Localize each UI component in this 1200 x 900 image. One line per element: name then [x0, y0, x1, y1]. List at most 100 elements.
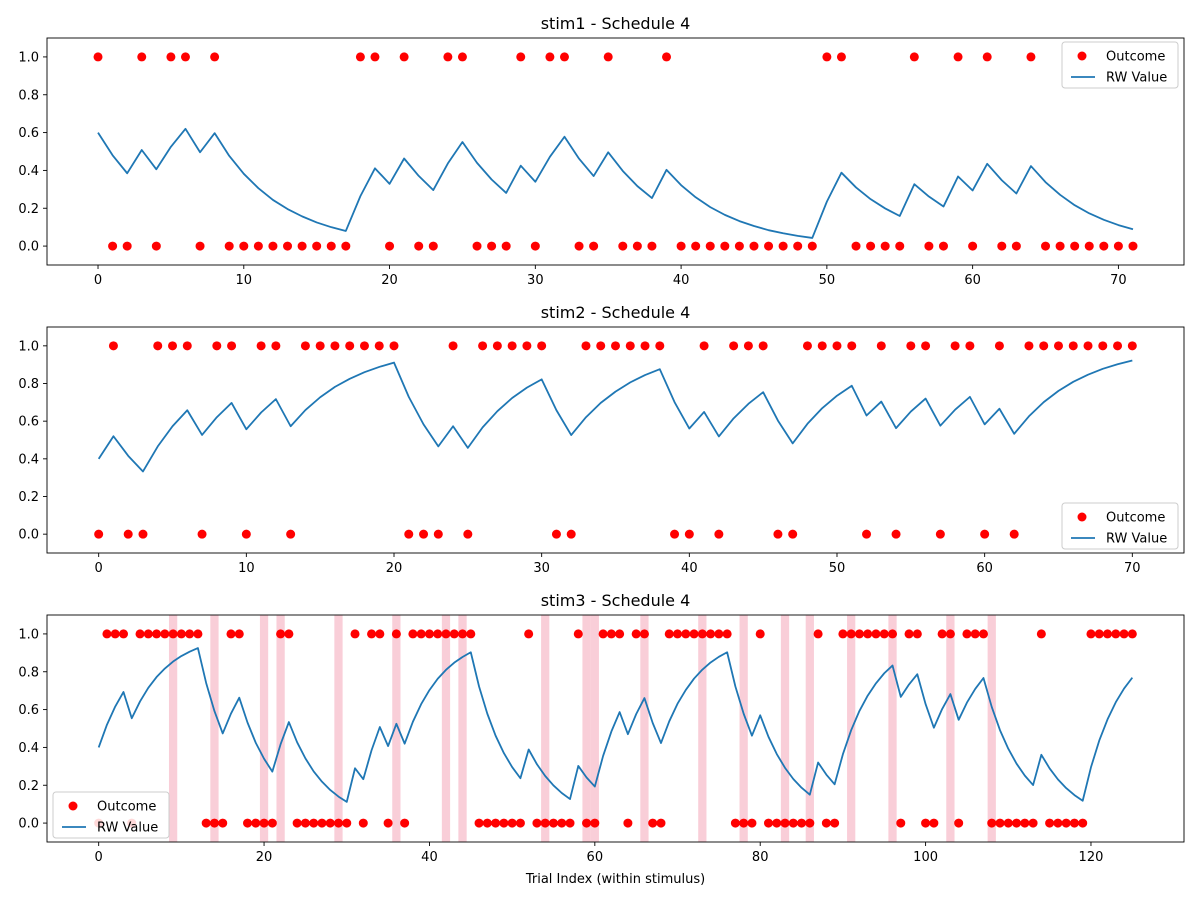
outcome-point [399, 52, 409, 62]
outcome-point [239, 241, 249, 251]
y-tick-label: 1.0 [18, 50, 39, 65]
outcome-point [108, 241, 118, 251]
y-tick-label: 0.0 [18, 240, 39, 255]
outcome-point [118, 629, 128, 639]
outcome-point [603, 52, 613, 62]
y-tick-label: 1.0 [18, 339, 39, 354]
outcome-point [970, 629, 980, 639]
outcome-point [611, 341, 620, 351]
outcome-point [234, 629, 244, 639]
outcome-point [590, 818, 600, 828]
outcome-point [315, 341, 325, 351]
outcome-point [866, 241, 876, 251]
outcome-point [400, 818, 410, 828]
outcome-point [448, 341, 458, 351]
outcome-point [433, 529, 443, 539]
shaded-trial-36 [392, 615, 401, 842]
x-tick-label: 30 [527, 273, 544, 288]
outcome-point [297, 241, 307, 251]
outcome-point [904, 629, 914, 639]
outcome-point [487, 241, 497, 251]
outcome-point [325, 818, 335, 828]
outcome-point [691, 241, 701, 251]
outcome-point [854, 629, 864, 639]
outcome-point [283, 241, 293, 251]
outcome-point [330, 341, 340, 351]
outcome-point [720, 241, 730, 251]
legend-outcome-marker [1077, 512, 1087, 522]
outcome-point [606, 629, 616, 639]
axes-frame [46, 37, 1185, 266]
x-tick-label: 20 [386, 561, 403, 576]
outcome-point [312, 241, 322, 251]
outcome-point [201, 818, 211, 828]
outcome-point [383, 818, 393, 828]
outcome-point [537, 341, 547, 351]
outcome-point [1078, 818, 1088, 828]
legend-rw-label: RW Value [1106, 71, 1167, 86]
outcome-point [108, 341, 118, 351]
outcome-point [648, 818, 658, 828]
outcome-point [1083, 341, 1093, 351]
x-tick-label: 50 [829, 561, 846, 576]
legend-outcome-label: Outcome [1106, 511, 1165, 526]
outcome-point [1036, 629, 1046, 639]
legend: Outcome RW Value [52, 791, 170, 839]
outcome-point [876, 341, 886, 351]
outcome-point [565, 818, 575, 828]
shaded-trial-73 [698, 615, 707, 842]
shaded-trial-86 [805, 615, 814, 842]
x-tick-label: 40 [681, 561, 698, 576]
x-tick-label: 60 [976, 561, 993, 576]
outcome-point [359, 341, 369, 351]
outcome-point [836, 52, 846, 62]
chart-panel-1: 0 10 20 30 40 50 60 70 0.0 0.2 0.4 0.6 0.8 1.0 stim1 -… [18, 14, 1185, 288]
outcome-point [501, 241, 511, 251]
outcome-point [180, 52, 190, 62]
outcome-point [375, 629, 385, 639]
outcome-point [367, 629, 377, 639]
y-tick-label: 0.8 [18, 88, 39, 103]
shaded-trial-22 [276, 615, 285, 842]
outcome-point [1024, 341, 1034, 351]
outcome-point [980, 529, 990, 539]
outcome-point [623, 818, 633, 828]
outcome-point [797, 818, 807, 828]
outcome-point [1053, 818, 1063, 828]
outcome-point [1011, 241, 1021, 251]
outcome-point [557, 818, 567, 828]
outcome-point [160, 629, 170, 639]
outcome-point [389, 341, 399, 351]
x-tick-label: 70 [1110, 273, 1127, 288]
legend-outcome-label: Outcome [1106, 50, 1165, 65]
outcome-point [962, 629, 972, 639]
outcome-point [176, 629, 186, 639]
outcome-point [1086, 629, 1096, 639]
outcome-point [681, 629, 691, 639]
outcome-point [924, 241, 934, 251]
outcome-point [699, 341, 709, 351]
outcome-point [1113, 241, 1123, 251]
outcome-point [758, 341, 768, 351]
outcome-point [965, 341, 975, 351]
outcome-point [419, 529, 429, 539]
outcome-point [441, 629, 451, 639]
outcome-point [994, 341, 1004, 351]
outcome-point [212, 341, 222, 351]
outcome-point [355, 52, 365, 62]
outcome-point [251, 818, 261, 828]
outcome-point [1003, 818, 1013, 828]
outcome-point [1053, 341, 1063, 351]
outcome-point [123, 529, 133, 539]
outcome-point [138, 529, 148, 539]
outcome-point [545, 52, 555, 62]
outcome-point [596, 341, 606, 351]
outcome-point [1055, 241, 1065, 251]
outcome-point [778, 241, 788, 251]
outcome-point [152, 629, 162, 639]
outcome-point [676, 241, 686, 251]
outcome-point [358, 818, 368, 828]
outcome-point [631, 629, 641, 639]
outcome-point [309, 818, 319, 828]
outcome-point [326, 241, 336, 251]
